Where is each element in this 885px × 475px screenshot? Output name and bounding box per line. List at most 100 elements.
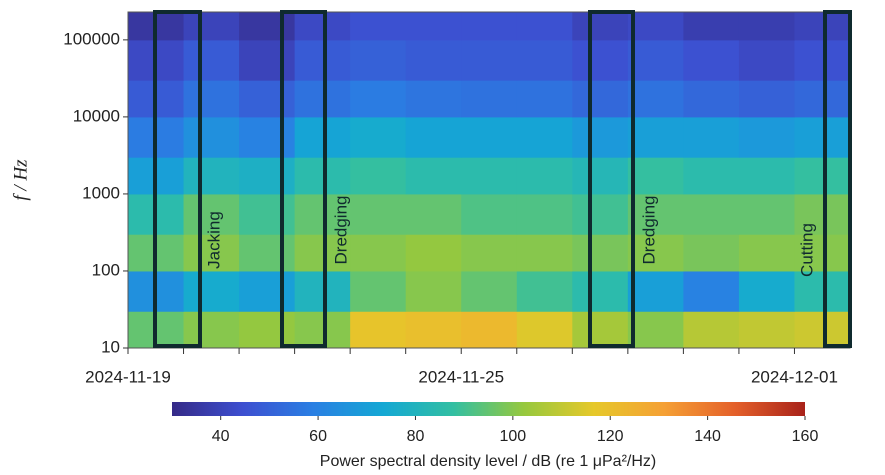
heatmap-cell: [183, 116, 240, 158]
heatmap-cell: [627, 12, 684, 41]
heatmap-cell: [294, 157, 351, 195]
heatmap-cell: [461, 157, 518, 195]
colorbar-label: Power spectral density level / dB (re 1 …: [320, 453, 656, 470]
heatmap-cell: [294, 311, 351, 349]
heatmap-cell: [794, 116, 851, 158]
heatmap-cell: [738, 157, 795, 195]
heatmap-cell: [572, 12, 629, 41]
heatmap-cell: [239, 193, 296, 235]
x-tick-label: 2024-12-01: [751, 367, 838, 386]
heatmap-cell: [683, 12, 740, 41]
heatmap-cell: [572, 270, 629, 312]
heatmap-cell: [405, 234, 462, 272]
heatmap-cell: [183, 311, 240, 349]
heatmap-cell: [683, 157, 740, 195]
heatmap-cell: [794, 234, 851, 272]
heatmap-cell: [294, 39, 351, 81]
heatmap-cell: [738, 311, 795, 349]
heatmap-cell: [683, 193, 740, 235]
colorbar-tick-label: 140: [694, 428, 721, 445]
heatmap-cell: [738, 12, 795, 41]
heatmap-cell: [183, 80, 240, 118]
heatmap-cell: [738, 80, 795, 118]
annotation-box: [280, 10, 327, 348]
heatmap-cell: [183, 39, 240, 81]
colorbar-tick-label: 120: [597, 428, 624, 445]
heatmap-cell: [683, 116, 740, 158]
heatmap-cell: [405, 193, 462, 235]
heatmap-cell: [794, 80, 851, 118]
heatmap-cell: [516, 39, 573, 81]
heatmap-cell: [294, 193, 351, 235]
heatmap-cell: [572, 234, 629, 272]
heatmap-cell: [516, 157, 573, 195]
x-tick-label: 2024-11-19: [85, 367, 171, 386]
heatmap-cell: [405, 12, 462, 41]
heatmap-cell: [294, 12, 351, 41]
heatmap-cell: [516, 311, 573, 349]
heatmap-cell: [461, 39, 518, 81]
heatmap-cell: [350, 157, 407, 195]
colorbar: [172, 402, 805, 416]
heatmap-cell: [516, 80, 573, 118]
heatmap-cell: [350, 39, 407, 81]
heatmap-cell: [405, 39, 462, 81]
heatmap-cell: [405, 270, 462, 312]
heatmap-cell: [794, 193, 851, 235]
heatmap-cell: [239, 39, 296, 81]
heatmap-cell: [516, 12, 573, 41]
x-tick-label: 2024-11-25: [418, 367, 504, 386]
heatmap-cell: [683, 80, 740, 118]
heatmap-cell: [738, 116, 795, 158]
heatmap-cell: [350, 12, 407, 41]
heatmap-cell: [183, 270, 240, 312]
heatmap-cell: [627, 39, 684, 81]
heatmap-cell: [572, 157, 629, 195]
heatmap-cell: [627, 80, 684, 118]
colorbar-tick-label: 80: [407, 428, 425, 445]
heatmap-cell: [738, 39, 795, 81]
heatmap-cell: [350, 234, 407, 272]
heatmap-cell: [461, 270, 518, 312]
y-tick-label: 1000: [82, 183, 120, 202]
heatmap-cell: [683, 311, 740, 349]
y-tick-label: 10000: [73, 106, 120, 125]
heatmap-cell: [183, 12, 240, 41]
colorbar-tick-label: 100: [499, 428, 526, 445]
heatmap-cell: [294, 80, 351, 118]
heatmap-cell: [405, 80, 462, 118]
heatmap-cell: [405, 311, 462, 349]
heatmap-cell: [794, 39, 851, 81]
colorbar-tick-label: 60: [309, 428, 327, 445]
y-tick-label: 100: [92, 260, 120, 279]
heatmap-cell: [461, 234, 518, 272]
heatmap-cell: [627, 234, 684, 272]
heatmap-cell: [794, 311, 851, 349]
heatmap-cell: [683, 39, 740, 81]
heatmap-cell: [183, 193, 240, 235]
annotation-label: Cutting: [797, 223, 816, 277]
heatmap-cell: [627, 270, 684, 312]
heatmap-cell: [461, 12, 518, 41]
heatmap-cell: [461, 193, 518, 235]
annotation-box: [588, 10, 635, 348]
heatmap-cell: [239, 270, 296, 312]
heatmap-cell: [738, 270, 795, 312]
heatmap-cell: [572, 311, 629, 349]
heatmap-cell: [794, 12, 851, 41]
y-axis-label: f / Hz: [10, 159, 31, 201]
heatmap-cell: [738, 234, 795, 272]
heatmap-cell: [350, 311, 407, 349]
heatmap-cell: [738, 193, 795, 235]
heatmap-cell: [294, 234, 351, 272]
heatmap-cell: [239, 234, 296, 272]
heatmap-cell: [572, 80, 629, 118]
heatmap-cell: [572, 193, 629, 235]
heatmap-cell: [627, 193, 684, 235]
heatmap-cell: [516, 270, 573, 312]
heatmap-cell: [239, 12, 296, 41]
heatmap-cell: [627, 311, 684, 349]
heatmap-cell: [461, 80, 518, 118]
heatmap-cell: [516, 193, 573, 235]
